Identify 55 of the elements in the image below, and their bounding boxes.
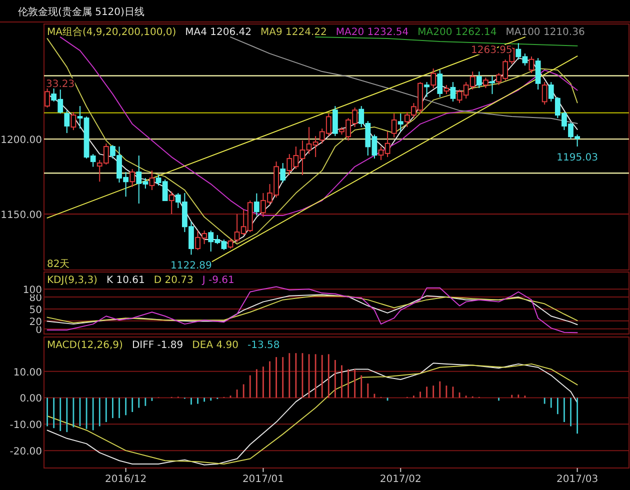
x-tick-label: 2017/03 [556,474,598,485]
line-series [46,286,578,334]
candlestick [130,168,136,188]
x-tick-label: 2017/02 [380,474,422,485]
candlestick [424,82,430,98]
candlestick [332,106,338,137]
legend-title: MACD(12,26,9) [47,340,124,351]
candlestick [64,110,70,134]
legend-title: MA组合(4,9,20,200,100,0) [47,26,176,38]
y-tick-label: 50 [29,304,42,316]
y-tick-label: 1200.00 [0,135,42,146]
line-series [315,36,578,46]
candlestick [70,112,76,131]
candlestick [398,113,404,132]
candlestick [482,77,488,89]
y-tick-label: -20.00 [10,446,42,458]
candlestick [430,68,436,89]
y-tick-label: 10.00 [13,367,42,378]
text: D 20.73 [154,275,194,286]
candlestick [168,191,174,215]
candlestick [490,76,495,95]
candlestick [254,192,260,216]
series-label: J -9.61 [201,275,234,286]
text: MA9 1224.22 [260,27,327,38]
annotation: 1195.03 [556,152,598,164]
annotation: 82天 [47,259,70,270]
candlestick [535,58,541,90]
candlestick [437,70,443,98]
annotation: 33.23 [46,78,75,90]
text: MA4 1206.42 [185,27,252,38]
chart-title: 伦敦金现(贵金属 5120)日线 [18,6,144,18]
x-tick-label: 2017/01 [242,474,284,485]
candlestick [450,82,456,102]
candlestick [542,82,548,106]
candlestick [528,56,534,74]
text: K 10.61 [106,275,145,286]
x-tick-label: 2016/12 [105,474,147,485]
text: DEA 4.90 [192,340,238,351]
text: MA100 1210.36 [506,27,585,38]
candlestick [391,113,397,138]
candlestick [280,162,286,184]
candlestick [149,170,155,191]
candlestick [476,71,482,89]
candlestick [44,86,50,108]
y-tick-label: 0.00 [20,394,42,405]
text: DIFF -1.89 [132,340,184,351]
text: MA20 1232.54 [336,27,409,38]
series-label: MA200 1262.14 [418,27,497,38]
line-series [230,36,578,124]
candlestick [228,238,234,250]
legend-title: KDJ(9,3,3) [47,275,98,286]
y-tick-label: -10.00 [10,420,42,432]
y-tick-label: 1150.00 [0,210,42,222]
y-tick-label: 20 [29,316,42,328]
series-label: -13.58 [247,340,280,351]
